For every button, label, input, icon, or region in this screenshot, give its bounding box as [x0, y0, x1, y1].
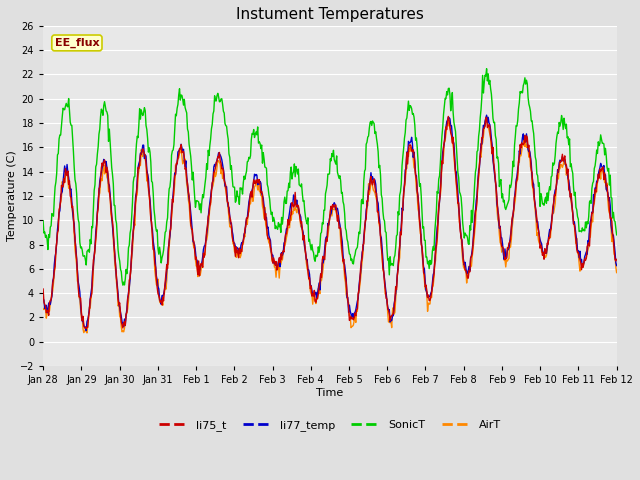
SonicT	[198, 199, 205, 205]
li75_t	[612, 256, 620, 262]
AirT	[417, 232, 425, 238]
Title: Instument Temperatures: Instument Temperatures	[236, 7, 424, 22]
AirT	[401, 185, 408, 191]
Text: EE_flux: EE_flux	[54, 38, 99, 48]
SonicT	[401, 135, 408, 141]
li75_t	[444, 114, 452, 120]
SonicT	[483, 66, 490, 72]
li75_t	[417, 241, 425, 247]
AirT	[168, 215, 175, 221]
li75_t	[109, 228, 117, 234]
Line: li75_t: li75_t	[43, 117, 616, 328]
li77_temp	[83, 328, 90, 334]
AirT	[109, 237, 117, 243]
SonicT	[119, 282, 127, 288]
li75_t	[39, 286, 47, 292]
Line: SonicT: SonicT	[43, 69, 616, 285]
li77_temp	[168, 207, 175, 213]
SonicT	[417, 192, 425, 198]
Y-axis label: Temperature (C): Temperature (C)	[7, 151, 17, 241]
Line: li77_temp: li77_temp	[43, 115, 616, 331]
SonicT	[168, 152, 175, 158]
AirT	[612, 270, 620, 276]
AirT	[50, 280, 58, 286]
li77_temp	[401, 182, 408, 188]
li77_temp	[198, 260, 205, 266]
SonicT	[109, 172, 116, 178]
li77_temp	[417, 239, 425, 244]
AirT	[483, 113, 490, 119]
li75_t	[198, 261, 205, 267]
X-axis label: Time: Time	[316, 388, 344, 398]
AirT	[39, 306, 47, 312]
SonicT	[50, 213, 58, 219]
AirT	[83, 330, 91, 336]
li75_t	[83, 325, 90, 331]
li77_temp	[50, 276, 58, 281]
SonicT	[612, 232, 620, 238]
AirT	[198, 259, 205, 265]
SonicT	[39, 218, 47, 224]
li77_temp	[612, 263, 620, 268]
li77_temp	[483, 112, 490, 118]
li75_t	[50, 276, 58, 282]
li75_t	[401, 183, 408, 189]
li77_temp	[109, 233, 117, 239]
li75_t	[168, 211, 175, 217]
Line: AirT: AirT	[43, 116, 616, 333]
Legend: li75_t, li77_temp, SonicT, AirT: li75_t, li77_temp, SonicT, AirT	[155, 416, 505, 436]
li77_temp	[39, 296, 47, 302]
